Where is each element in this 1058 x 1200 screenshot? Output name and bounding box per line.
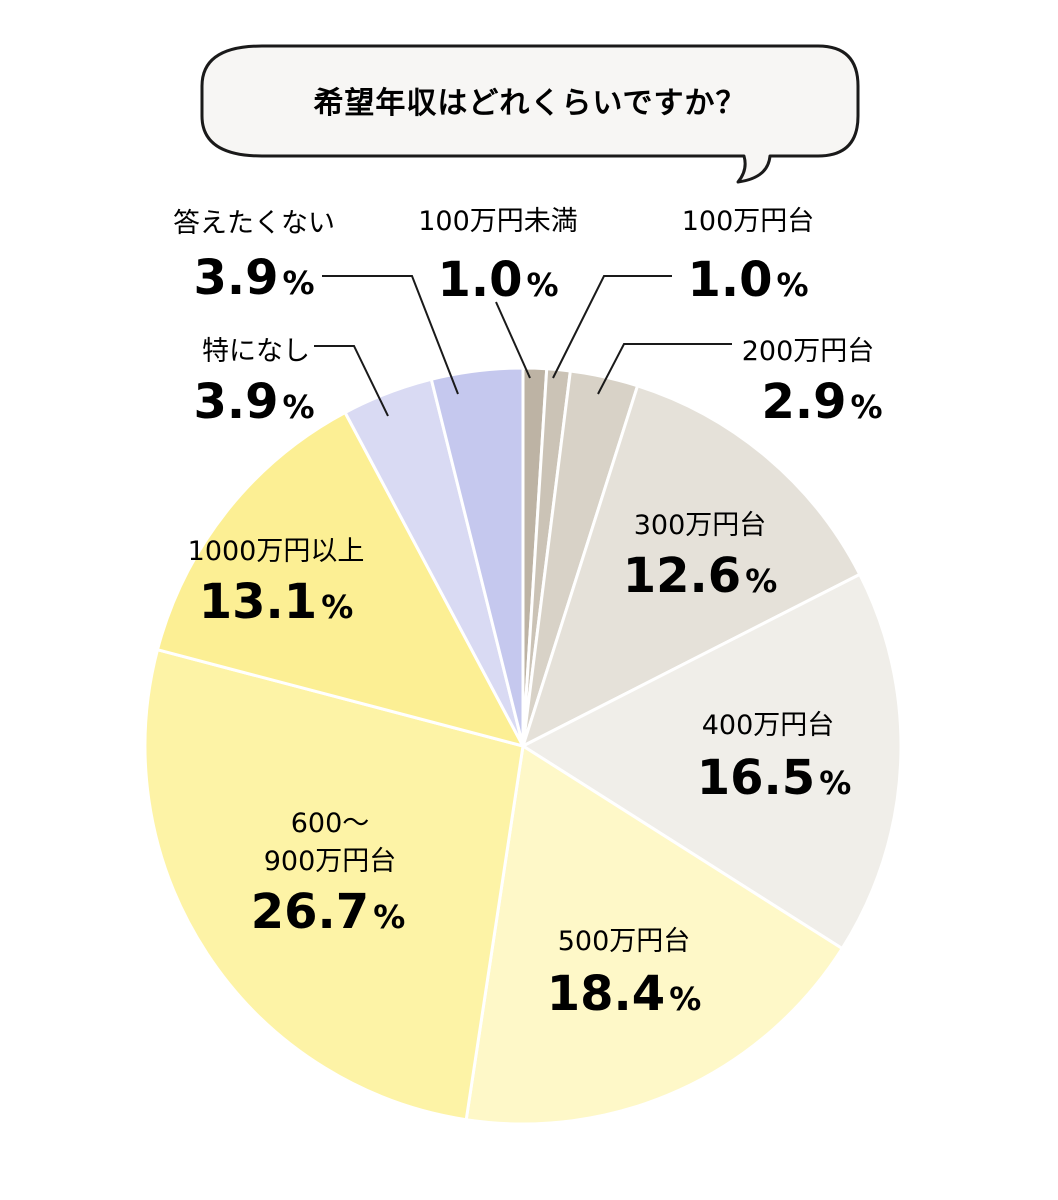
slice-label-100s: 100万円台 [682,206,815,237]
value-label-500s: 18.4% [547,966,702,1022]
chart-title: 希望年収はどれくらいですか？ [313,86,746,121]
value-label-400s: 16.5% [697,750,852,806]
value-label-200s: 2.9% [761,374,882,430]
slice-labels: 100万円未満 1.0 % 100万円台 1.0 % 200万円台 2.9 % 300万円台 12.… [173,206,883,1022]
pie-slice-1000-plus [155,410,525,748]
pie-slice-500s [464,744,844,1126]
pie-slices [143,366,903,1126]
pie-slice-400s [521,572,903,951]
slice-label-600-900s: 600～ 900万円台 [264,808,397,877]
value-label-600-900s: 26.7% [251,884,406,940]
value-label-none-particular: 3.9% [193,374,314,430]
leader-line-prefer-not [322,275,459,395]
pie-slice-600-900s [143,648,525,1122]
slice-label-under-100: 100万円未満 [418,206,578,237]
title-bubble: 希望年収はどれくらいですか？ [200,44,860,184]
value-label-under-100: 1.0% [437,252,558,308]
value-label-prefer-not: 3.9% [193,250,314,306]
slice-label-400s: 400万円台 [702,710,835,741]
slice-label-500s: 500万円台 [558,926,691,957]
pie-slice-prefer-not [429,366,525,748]
value-label-300s: 12.6% [623,548,778,604]
slice-label-prefer-not: 答えたくない [173,208,335,239]
leader-line-under-100 [495,301,531,379]
leader-line-none-particular [314,345,389,417]
leader-line-100s [552,275,672,379]
leader-lines [314,275,732,417]
slice-label-none-particular: 特になし [202,336,310,367]
pie-slice-300s [521,384,862,748]
value-label-1000-plus: 13.1% [199,574,354,630]
slice-label-1000-plus: 1000万円以上 [188,536,365,567]
leader-line-200s [597,343,732,395]
slice-label-300s: 300万円台 [634,510,767,541]
value-label-100s: 1.0% [687,252,808,308]
slice-label-200s: 200万円台 [742,336,875,367]
